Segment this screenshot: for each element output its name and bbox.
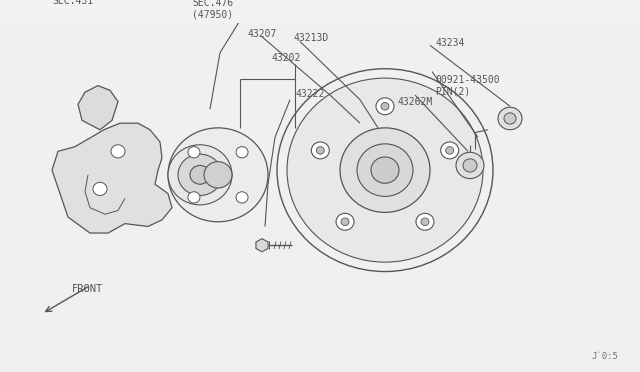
Polygon shape — [52, 123, 172, 233]
Circle shape — [277, 69, 493, 272]
Circle shape — [416, 213, 434, 230]
Text: 43213D: 43213D — [293, 33, 328, 43]
Circle shape — [287, 78, 483, 262]
Circle shape — [341, 218, 349, 225]
Text: SEC.431: SEC.431 — [52, 0, 93, 6]
Circle shape — [381, 103, 389, 110]
Circle shape — [168, 128, 268, 222]
Circle shape — [204, 162, 232, 188]
Text: FRONT: FRONT — [72, 284, 103, 294]
Circle shape — [445, 147, 454, 154]
Circle shape — [456, 152, 484, 179]
Text: 43202: 43202 — [271, 54, 301, 63]
Circle shape — [376, 98, 394, 115]
FancyBboxPatch shape — [0, 23, 640, 372]
Circle shape — [188, 192, 200, 203]
Circle shape — [188, 147, 200, 158]
Circle shape — [311, 142, 330, 159]
Circle shape — [421, 218, 429, 225]
Circle shape — [336, 213, 354, 230]
Circle shape — [504, 113, 516, 124]
Text: SEC.476
(47950): SEC.476 (47950) — [192, 0, 233, 20]
Circle shape — [340, 128, 430, 212]
Circle shape — [441, 142, 459, 159]
Circle shape — [236, 147, 248, 158]
Text: J̀0:5: J̀0:5 — [591, 352, 618, 361]
Circle shape — [463, 159, 477, 172]
Polygon shape — [256, 239, 268, 252]
Text: 43222: 43222 — [295, 89, 324, 99]
Text: 43207: 43207 — [248, 29, 277, 39]
Circle shape — [111, 145, 125, 158]
Text: 43234: 43234 — [435, 38, 465, 48]
Circle shape — [357, 144, 413, 196]
Text: 43262M: 43262M — [398, 97, 433, 107]
Polygon shape — [78, 86, 118, 130]
Text: 00921-43500
PIN(2): 00921-43500 PIN(2) — [435, 75, 500, 97]
Circle shape — [190, 166, 210, 184]
Circle shape — [168, 145, 232, 205]
Circle shape — [316, 147, 324, 154]
Circle shape — [236, 192, 248, 203]
Circle shape — [371, 157, 399, 183]
Circle shape — [178, 154, 222, 195]
Circle shape — [498, 107, 522, 130]
Circle shape — [93, 182, 107, 195]
